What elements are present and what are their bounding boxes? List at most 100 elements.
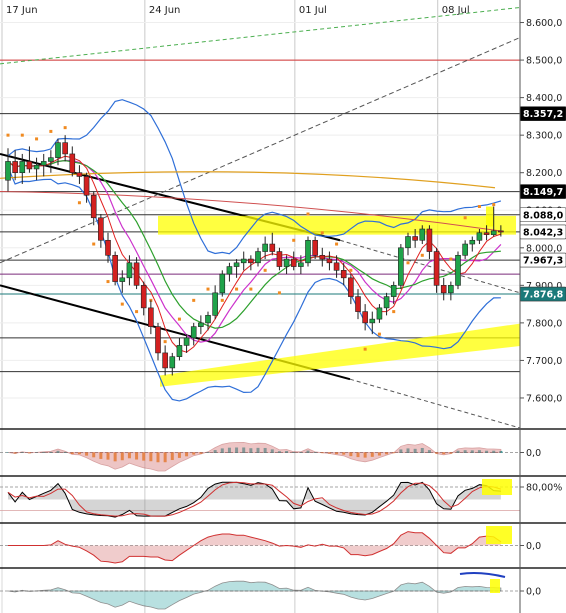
parabolic-sar-dot — [292, 238, 296, 242]
macd-histogram-bar — [449, 452, 453, 454]
candle-body — [312, 239, 318, 256]
macd-histogram-bar — [99, 452, 103, 459]
parabolic-sar-dot — [463, 216, 467, 220]
macd-histogram-bar — [142, 452, 146, 461]
parabolic-sar-dot — [363, 347, 367, 351]
macd-histogram-bar — [335, 452, 339, 455]
macd-panel: 0,0 — [0, 428, 566, 475]
candle-body — [12, 161, 18, 174]
candle-body — [433, 251, 440, 286]
macd-histogram-bar — [185, 452, 189, 457]
parabolic-sar-dot — [349, 268, 353, 272]
price-tag-label: 7.876,8 — [523, 290, 564, 301]
macd-histogram-bar — [292, 452, 296, 453]
candle-body — [205, 315, 211, 324]
parabolic-sar-dot — [335, 242, 339, 246]
moving-average-green — [7, 159, 501, 329]
macd-histogram-bar — [63, 451, 67, 453]
momentum-line — [8, 531, 502, 564]
macd-histogram-bar — [177, 452, 181, 458]
candle-body — [62, 142, 68, 155]
macd-histogram-bar — [156, 452, 160, 463]
candle-body — [76, 172, 83, 177]
parabolic-sar-dot — [492, 203, 496, 207]
y-tick-label: 8.000,0 — [526, 243, 562, 254]
parabolic-sar-dot — [20, 133, 24, 137]
candle-body — [190, 326, 197, 339]
price-tag: 8.357,2 — [519, 106, 566, 121]
x-tick-label: 17 Jun — [6, 5, 38, 16]
candle-body — [448, 285, 454, 294]
y-tick-label: 7.900,0 — [526, 281, 562, 292]
candle-body — [362, 311, 368, 324]
candle-body — [376, 307, 383, 320]
candle-body — [440, 285, 447, 294]
macd-histogram-bar — [406, 448, 410, 453]
candle-body — [40, 161, 47, 166]
candle-body — [176, 345, 183, 357]
candle-body — [426, 228, 433, 252]
panel-axis-label: 0,0 — [526, 448, 541, 459]
price-tag: 8.149,7 — [519, 184, 566, 199]
parabolic-sar-dot — [49, 129, 53, 133]
stochastic-panel: 80,00% — [0, 475, 566, 522]
macd-area — [7, 441, 502, 472]
macd-histogram-bar — [192, 452, 196, 455]
candle-body — [319, 254, 326, 260]
candle-body — [69, 153, 76, 174]
price-tag-label: 7.967,3 — [523, 256, 563, 267]
candle-body — [469, 239, 476, 245]
candle-body — [390, 285, 397, 297]
candle-body — [155, 326, 161, 354]
macd-histogram-bar — [256, 447, 260, 453]
support-zone-highlight — [160, 323, 520, 387]
candle-body — [305, 239, 311, 264]
macd-histogram-bar — [242, 447, 246, 453]
macd-histogram-bar — [135, 452, 139, 460]
candle-body — [233, 262, 240, 267]
parabolic-sar-dot — [6, 133, 10, 137]
candle-body — [455, 254, 461, 286]
macd-histogram-bar — [6, 452, 10, 453]
y-tick-label: 8.200,0 — [526, 168, 562, 179]
macd-histogram-bar — [456, 450, 460, 453]
macd-histogram-bar — [420, 447, 424, 453]
parabolic-sar-dot — [35, 137, 39, 141]
macd-histogram-bar — [77, 452, 81, 455]
candle-body — [148, 307, 154, 327]
candle-body — [298, 262, 304, 267]
macd-histogram-bar — [327, 452, 331, 454]
macd-histogram-bar — [49, 451, 53, 453]
candle-body — [276, 251, 283, 267]
price-tag: 7.967,3 — [519, 252, 566, 268]
parabolic-sar-dot — [120, 302, 124, 306]
candle-body — [19, 161, 26, 174]
candle-body — [98, 217, 104, 241]
candle-body — [369, 318, 376, 324]
candle-body — [405, 236, 411, 249]
y-tick-label: 8.600,0 — [526, 18, 562, 29]
price-tag: 8.088,0 — [519, 207, 566, 223]
candle-body — [398, 247, 404, 286]
parabolic-sar-dot — [263, 268, 267, 272]
candle-body — [255, 251, 261, 264]
macd-histogram-bar — [385, 452, 389, 455]
macd-histogram-bar — [206, 452, 210, 453]
macd-histogram-bar — [277, 451, 281, 453]
macd-histogram-bar — [249, 448, 253, 453]
momentum-panel: 0,0 — [0, 522, 566, 567]
macd-histogram-bar — [220, 448, 224, 453]
oscillator-fill — [7, 580, 502, 610]
candle-body — [383, 296, 390, 309]
candle-body — [355, 296, 361, 312]
candle-body — [226, 266, 233, 275]
macd-histogram-bar — [492, 450, 496, 453]
parabolic-sar-dot — [235, 287, 239, 291]
x-axis-labels: 17 Jun 24 Jun 01 Jul 08 Jul — [6, 5, 470, 16]
candle-body — [183, 337, 190, 346]
candlesticks — [5, 135, 504, 376]
candle-body — [133, 262, 140, 286]
candle-body — [462, 243, 468, 256]
